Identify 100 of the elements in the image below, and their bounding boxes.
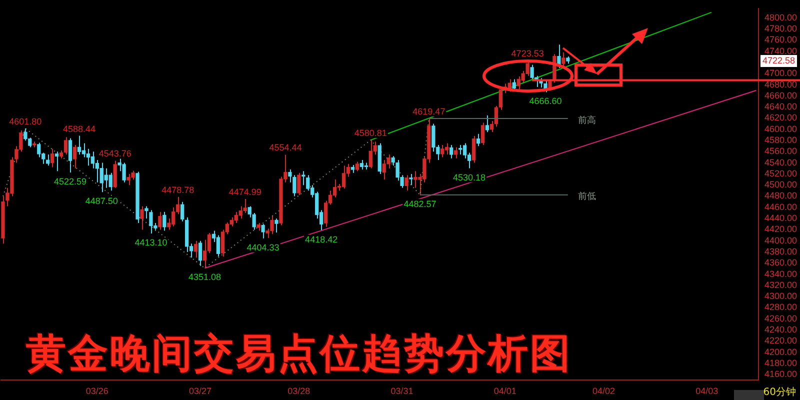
annotation: 4601.80 [9,116,42,126]
x-tick-label: 03/31 [390,386,414,396]
y-tick-label: 4500.00 [764,180,798,190]
candlestick [108,172,112,192]
ref-line-label: 前高 [578,114,596,126]
annotation: 4474.99 [228,187,262,198]
candlestick [472,136,476,164]
candlestick [404,174,408,192]
candlestick [64,136,68,155]
x-tick-label: 04/03 [696,386,718,396]
annotation: 4723.53 [511,48,544,58]
candlestick [454,146,458,159]
y-tick-label: 4760.00 [764,34,798,45]
y-tick-label: 4660.00 [764,90,798,100]
annotation: 4588.44 [62,124,96,134]
annotation: 4487.50 [85,196,118,206]
candlestick [140,206,144,230]
y-tick-label: 4180.00 [764,358,798,368]
candlestick [162,211,166,232]
candlestick [462,142,467,159]
y-tick-label: 4440.00 [764,213,798,224]
y-tick-label: 4360.00 [764,258,798,268]
x-tick-label: 03/26 [86,386,108,396]
y-tick-label: 4400.00 [764,235,798,246]
y-tick-label: 4460.00 [764,202,798,212]
y-tick-label: 4200.00 [764,346,798,357]
y-tick-label: 4780.00 [764,24,798,34]
y-tick-label: 4220.00 [764,336,798,346]
candlestick [355,161,360,172]
y-tick-label: 4800.00 [764,12,798,22]
candlestick [274,218,278,233]
annotation: 4554.44 [269,142,302,153]
candlestick [113,160,117,188]
y-tick-label: 4260.00 [764,313,798,324]
y-tick-label: 4520.00 [764,168,798,178]
candlestick [297,172,301,196]
candlestick [476,133,480,147]
candlestick [432,123,436,152]
text: 黄金晚间交易点位趋势分析图 [26,330,572,377]
annotation: 4619.47 [412,106,446,116]
candlestick [72,144,77,169]
annotation: 4413.10 [134,238,168,248]
x-tick-label: 04/01 [494,386,516,396]
y-tick-label: 4580.00 [764,134,798,145]
annotation: 4543.76 [98,148,132,159]
annotation: 4580.81 [354,128,387,138]
y-tick-label: 4640.00 [764,102,798,112]
y-tick-label: 4560.00 [764,146,798,156]
x-tick-label: 04/02 [592,386,616,396]
candlestick [158,211,162,230]
candlestick [512,78,516,92]
y-tick-label: 4380.00 [764,246,798,256]
candlestick [216,234,220,257]
y-tick-label: 4680.00 [764,79,798,90]
y-tick-label: 4320.00 [764,280,798,290]
candlestick [68,138,72,174]
annotation: 4722.58 [762,56,796,66]
candlestick [46,154,50,166]
candlestick [82,142,86,158]
x-tick-label: 03/27 [189,386,212,396]
candlestick [77,135,82,155]
candlestick [342,165,346,189]
y-tick-label: 4480.00 [764,190,798,201]
annotation: 4530.18 [453,172,486,182]
candlestick [480,122,485,146]
y-tick-label: 4620.00 [764,112,798,123]
y-tick-label: 4160.00 [764,369,798,380]
candlestick [458,144,462,155]
candlestick [562,52,566,68]
candlestick [261,224,265,239]
candlestick [409,173,413,186]
candlestick [450,144,454,159]
text: 60分钟 [763,386,796,399]
candlestick [180,201,184,222]
y-tick-label: 4420.00 [764,224,798,234]
y-tick-label: 4540.00 [764,157,798,168]
candlestick [485,114,490,133]
y-tick-label: 4700.00 [764,68,798,78]
y-tick-label: 4300.00 [764,291,798,302]
candlestick [194,240,198,258]
y-tick-label: 4280.00 [764,302,798,312]
annotation: 4418.42 [305,234,338,245]
y-tick-label: 4740.00 [764,46,798,56]
candlestick [54,151,59,172]
annotation: 4404.33 [246,242,280,252]
ref-line-label: 前低 [578,191,596,202]
candlestick [302,170,306,186]
candlestick [306,174,310,192]
annotation: 4522.59 [54,176,87,186]
candlestick [198,240,202,266]
x-tick-label: 03/28 [288,386,310,396]
y-tick-label: 4340.00 [764,268,798,279]
annotation: 4351.08 [188,272,222,282]
annotation: 4478.78 [162,184,194,195]
annotation: 4482.57 [404,198,436,209]
candlestick [50,148,54,168]
annotation: 4666.60 [529,96,562,106]
candlestick [360,160,364,170]
y-tick-label: 4600.00 [764,124,798,134]
candlestick [37,142,41,158]
